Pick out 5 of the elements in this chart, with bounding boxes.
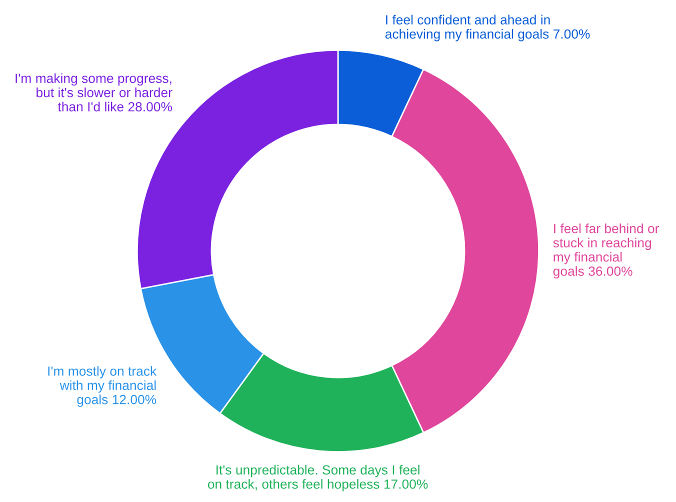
slice-label: I'm mostly on track with my financial goals 12.00% (48, 366, 157, 407)
slice-label: It's unpredictable. Some days I feel on track, others feel hopeless 17.00% (208, 464, 428, 492)
slice-label: I feel far behind or stuck in reaching my financial goals 36.00% (553, 224, 659, 278)
slice-label: I'm making some progress, but it's slower or harder than I'd like 28.00% (16, 73, 172, 112)
slice-label: I feel confident and ahead in achieving my financial goals 7.00% (385, 14, 590, 42)
